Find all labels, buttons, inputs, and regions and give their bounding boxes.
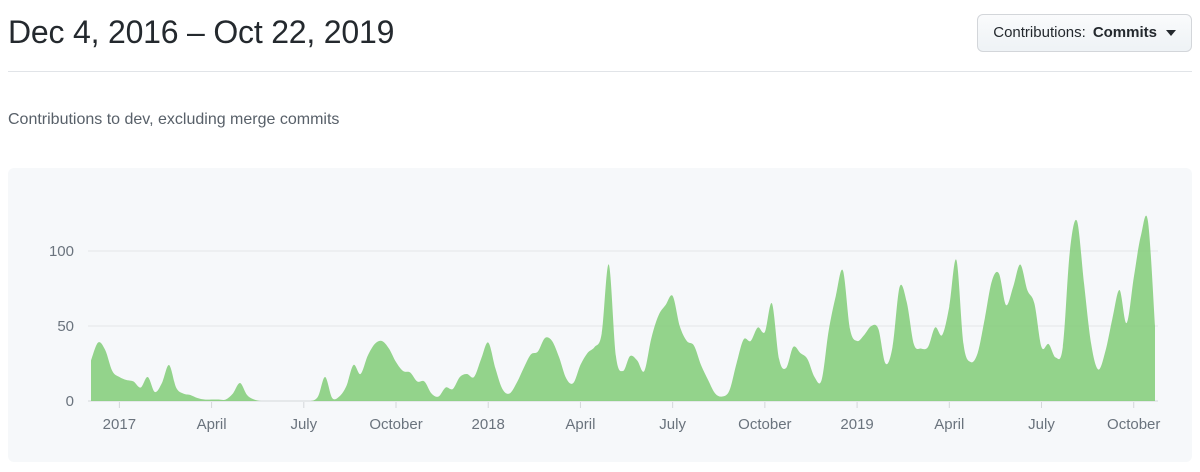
y-axis-label: 100 bbox=[49, 243, 74, 260]
graph-caption: Contributions to dev, excluding merge co… bbox=[8, 111, 340, 128]
contribution-graph: 0 50 100 2017 April July October 2018 April July O… bbox=[49, 215, 1160, 433]
x-axis-label: July bbox=[290, 416, 317, 433]
activity-area[interactable] bbox=[91, 215, 1155, 401]
x-axis-label: April bbox=[934, 416, 964, 433]
x-axis-label: October bbox=[738, 416, 791, 433]
x-axis-label: 2018 bbox=[472, 416, 505, 433]
x-axis-label: October bbox=[369, 416, 422, 433]
contributions-page: Dec 4, 2016 – Oct 22, 2019 Contributions… bbox=[8, 0, 1192, 462]
x-axis-label: 2019 bbox=[840, 416, 873, 433]
page-header: Dec 4, 2016 – Oct 22, 2019 Contributions… bbox=[8, 0, 1192, 52]
x-axis-label: 2017 bbox=[103, 416, 136, 433]
dropdown-caret-icon bbox=[1166, 30, 1176, 36]
contribution-graph-card: 0 50 100 2017 April July October 2018 April July O… bbox=[8, 168, 1192, 462]
header-divider bbox=[8, 71, 1192, 72]
dropdown-label: Contributions: bbox=[993, 24, 1086, 41]
x-axis-label: July bbox=[659, 416, 686, 433]
x-axis-label: April bbox=[565, 416, 595, 433]
x-axis-label: July bbox=[1028, 416, 1055, 433]
dropdown-selected-value: Commits bbox=[1092, 24, 1157, 41]
x-axis-label: April bbox=[197, 416, 227, 433]
y-axis-label: 0 bbox=[66, 393, 74, 410]
x-axis-label: October bbox=[1107, 416, 1160, 433]
contribution-type-dropdown[interactable]: Contributions: Commits bbox=[977, 14, 1192, 52]
y-axis-label: 50 bbox=[57, 318, 74, 335]
date-range-title: Dec 4, 2016 – Oct 22, 2019 bbox=[8, 14, 395, 50]
